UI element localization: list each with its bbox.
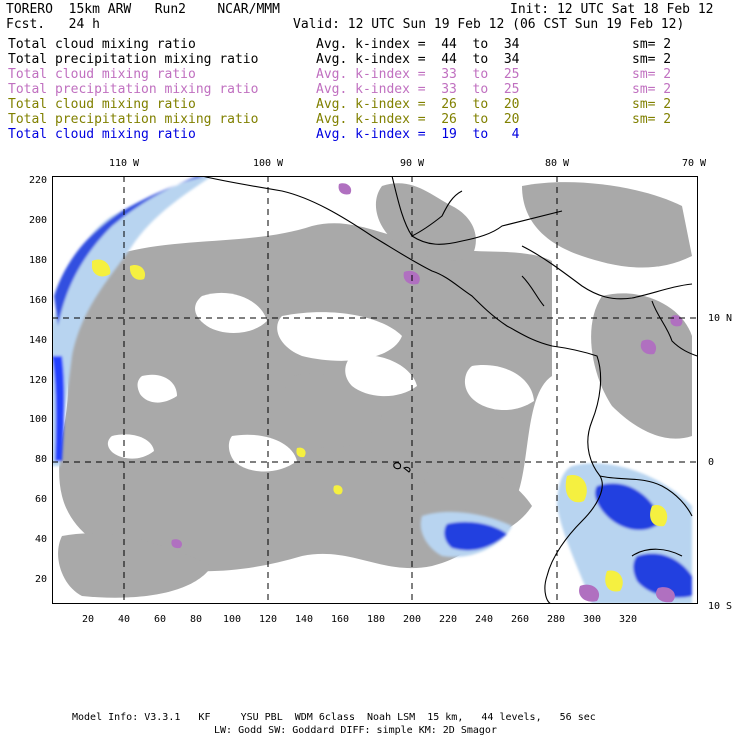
top-lon-label: 110 W <box>108 158 140 169</box>
legend-kindex: Avg. k-index = 26 to 20 <box>316 112 520 127</box>
x-tick-label: 140 <box>294 614 314 625</box>
x-tick-label: 180 <box>366 614 386 625</box>
x-tick-label: 40 <box>117 614 131 625</box>
y-tick-label: 220 <box>28 175 47 186</box>
legend-kindex: Avg. k-index = 19 to 4 <box>316 127 520 142</box>
x-tick-label: 280 <box>546 614 566 625</box>
legend-kindex: Avg. k-index = 44 to 34 <box>316 37 520 52</box>
x-tick-label: 60 <box>153 614 167 625</box>
x-tick-label: 320 <box>618 614 638 625</box>
legend-sm: sm= 2 <box>632 52 672 67</box>
latlon-grid <box>52 176 698 604</box>
x-tick-label: 240 <box>474 614 494 625</box>
x-tick-label: 80 <box>189 614 203 625</box>
x-tick-label: 220 <box>438 614 458 625</box>
top-lon-label: 90 W <box>399 158 425 169</box>
top-lon-label: 100 W <box>252 158 284 169</box>
legend-field: Total cloud mixing ratio <box>8 127 196 142</box>
legend-sm: sm= 2 <box>632 37 672 52</box>
legend-kindex: Avg. k-index = 26 to 20 <box>316 97 520 112</box>
legend-field: Total precipitation mixing ratio <box>8 112 259 127</box>
right-lat-label: 0 <box>708 457 715 468</box>
footer-physics: LW: Godd SW: Goddard DIFF: simple KM: 2D… <box>214 725 497 736</box>
legend-sm: sm= 2 <box>632 82 672 97</box>
map-frame <box>52 176 698 604</box>
x-tick-label: 300 <box>582 614 602 625</box>
valid-time: Valid: 12 UTC Sun 19 Feb 12 (06 CST Sun … <box>293 17 685 32</box>
y-tick-label: 180 <box>28 254 47 266</box>
cloud-field-yellow <box>92 259 668 592</box>
legend-field: Total cloud mixing ratio <box>8 97 196 112</box>
y-tick-label: 20 <box>34 574 47 585</box>
x-tick-label: 120 <box>258 614 278 625</box>
y-tick-label: 40 <box>34 534 47 546</box>
map-panel <box>52 175 698 605</box>
legend-kindex: Avg. k-index = 33 to 25 <box>316 82 520 97</box>
x-tick-label: 200 <box>402 614 422 625</box>
cloud-field-blue <box>52 176 692 604</box>
footer-model-info: Model Info: V3.3.1 KF YSU PBL WDM 6class… <box>72 712 596 723</box>
legend-field: Total precipitation mixing ratio <box>8 52 259 67</box>
right-lat-label: 10 N <box>708 313 733 324</box>
x-tick-label: 100 <box>222 614 242 625</box>
legend-kindex: Avg. k-index = 33 to 25 <box>316 67 520 82</box>
right-lat-label: 10 S <box>708 601 733 612</box>
y-tick-label: 160 <box>28 294 47 306</box>
clear-areas <box>107 292 534 472</box>
legend-field: Total precipitation mixing ratio <box>8 82 259 97</box>
y-tick-label: 100 <box>28 414 47 426</box>
legend-sm: sm= 2 <box>632 67 672 82</box>
weather-map <box>52 175 698 605</box>
forecast-hour: Fcst. 24 h <box>6 17 100 32</box>
model-title: TORERO 15km ARW Run2 NCAR/MMM <box>6 2 280 17</box>
y-tick-label: 80 <box>34 454 47 466</box>
init-time: Init: 12 UTC Sat 18 Feb 12 <box>510 2 714 17</box>
y-tick-label: 60 <box>34 494 47 506</box>
legend-field: Total cloud mixing ratio <box>8 67 196 82</box>
x-tick-label: 260 <box>510 614 530 625</box>
x-tick-label: 20 <box>81 614 95 625</box>
legend-sm: sm= 2 <box>632 97 672 112</box>
y-tick-label: 200 <box>28 214 47 226</box>
legend-kindex: Avg. k-index = 44 to 34 <box>316 52 520 67</box>
top-lon-label: 70 W <box>681 158 707 169</box>
top-lon-label: 80 W <box>544 158 570 169</box>
y-tick-label: 140 <box>28 334 47 346</box>
legend-field: Total cloud mixing ratio <box>8 37 196 52</box>
x-tick-label: 160 <box>330 614 350 625</box>
legend-sm: sm= 2 <box>632 112 672 127</box>
coastlines <box>201 175 698 605</box>
y-tick-label: 120 <box>28 374 47 386</box>
